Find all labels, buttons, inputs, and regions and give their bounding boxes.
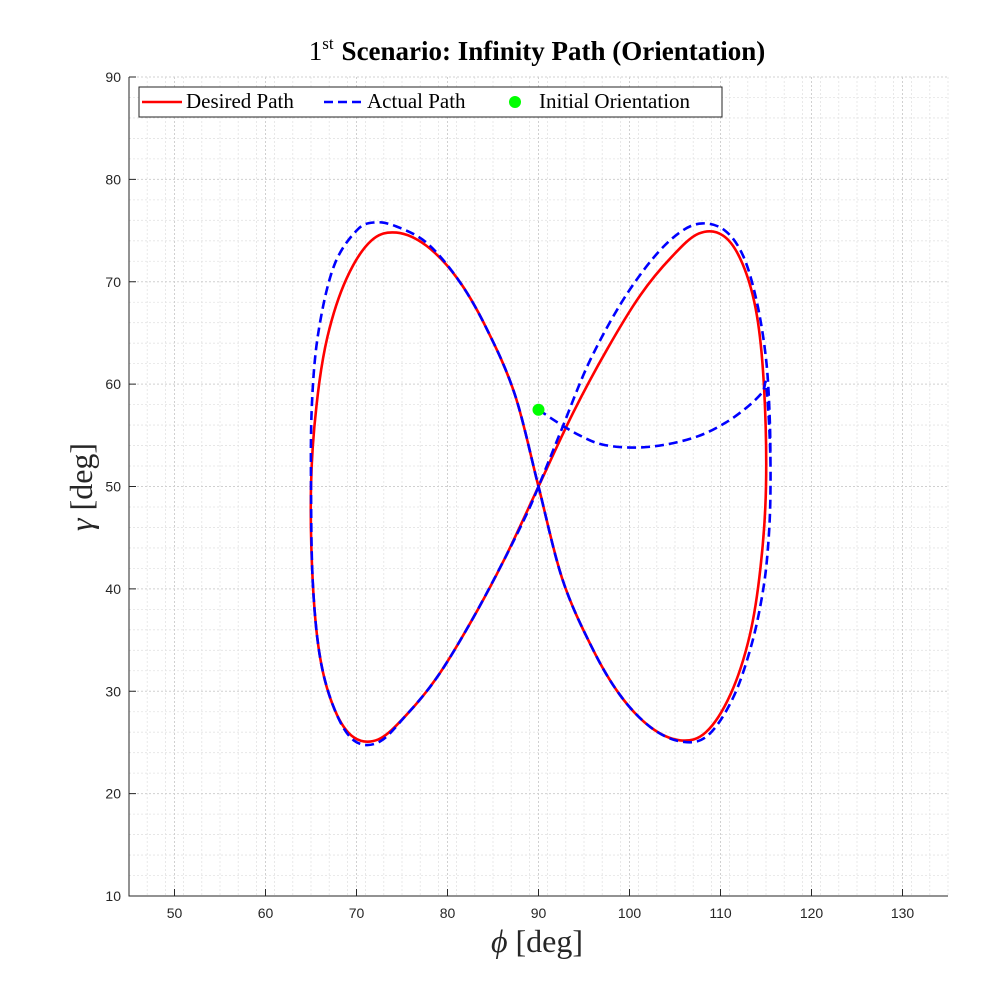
y-tick-label: 30 bbox=[105, 683, 121, 699]
x-tick-label: 60 bbox=[258, 905, 274, 921]
legend-swatch-initial bbox=[509, 96, 521, 108]
x-tick-label: 130 bbox=[891, 905, 915, 921]
y-tick-label: 80 bbox=[105, 171, 121, 187]
y-tick-label: 20 bbox=[105, 786, 121, 802]
y-axis-symbol: γ bbox=[63, 517, 99, 531]
x-axis-unit: [deg] bbox=[516, 923, 584, 959]
x-tick-label: 90 bbox=[531, 905, 547, 921]
x-tick-label: 80 bbox=[440, 905, 456, 921]
x-tick-label: 120 bbox=[800, 905, 824, 921]
y-axis-ticks: 10 20 30 40 50 60 70 80 90 bbox=[105, 69, 136, 904]
y-axis-unit: [deg] bbox=[63, 443, 99, 511]
y-tick-label: 10 bbox=[105, 888, 121, 904]
y-axis-label: γ [deg] bbox=[63, 443, 99, 531]
y-tick-label: 50 bbox=[105, 479, 121, 495]
legend-label-desired: Desired Path bbox=[186, 89, 294, 113]
x-axis-symbol: ϕ bbox=[491, 923, 508, 959]
x-axis-label: ϕ [deg] bbox=[491, 923, 583, 959]
title-text: Scenario: Infinity Path (Orientation) bbox=[342, 36, 766, 66]
plot-area: 50 60 70 80 90 100 110 120 130 10 20 30 40 50 60 70 80 9… bbox=[105, 69, 949, 921]
legend-label-initial: Initial Orientation bbox=[539, 89, 691, 113]
y-tick-label: 70 bbox=[105, 274, 121, 290]
series-actual-path-line bbox=[309, 220, 772, 747]
legend-box bbox=[138, 86, 723, 118]
x-tick-label: 100 bbox=[618, 905, 642, 921]
title-ordinal: 1 bbox=[309, 36, 323, 66]
x-axis-ticks: 50 60 70 80 90 100 110 120 130 bbox=[167, 889, 915, 921]
legend: Desired Path Actual Path Initial Orienta… bbox=[138, 86, 723, 118]
x-tick-label: 70 bbox=[349, 905, 365, 921]
x-tick-label: 50 bbox=[167, 905, 183, 921]
legend-label-actual: Actual Path bbox=[367, 89, 466, 113]
y-tick-label: 90 bbox=[105, 69, 121, 85]
y-tick-label: 40 bbox=[105, 581, 121, 597]
initial-orientation-marker bbox=[532, 403, 545, 416]
title-ordinal-suffix: st bbox=[322, 34, 334, 53]
chart-title: 1st Scenario: Infinity Path (Orientation) bbox=[309, 34, 766, 66]
x-tick-label: 110 bbox=[709, 905, 732, 921]
y-tick-label: 60 bbox=[105, 376, 121, 392]
